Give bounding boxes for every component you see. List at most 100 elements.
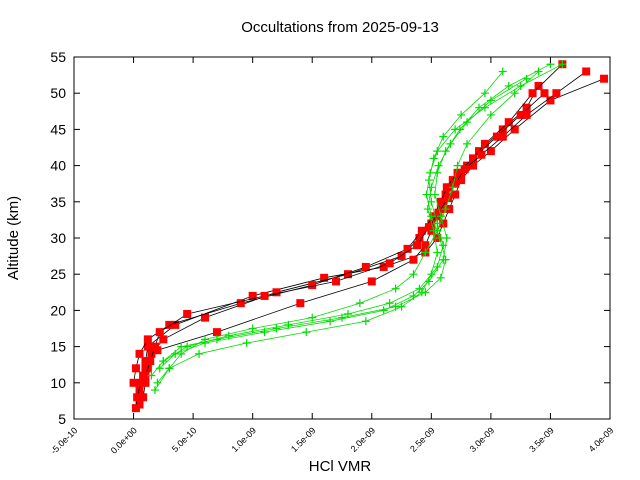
data-point [155, 364, 164, 373]
data-point [150, 386, 159, 395]
data-point [355, 299, 364, 308]
data-point [248, 291, 257, 300]
series-line [151, 71, 504, 376]
data-point [504, 118, 513, 127]
data-point [302, 328, 311, 337]
data-point [444, 194, 453, 203]
data-point [260, 291, 269, 300]
data-point [522, 74, 531, 83]
data-point [143, 342, 152, 351]
data-point [165, 320, 174, 329]
data-point [212, 335, 221, 344]
data-point [159, 335, 168, 344]
data-point [546, 96, 555, 105]
y-tick-label: 45 [50, 121, 66, 137]
data-point [236, 299, 245, 308]
data-point [136, 378, 145, 387]
data-point [212, 328, 221, 337]
data-point [141, 371, 150, 380]
data-point [421, 248, 430, 257]
data-point [201, 338, 210, 347]
data-point [460, 165, 469, 174]
x-tick-label: 5.0e-10 [170, 425, 199, 454]
chart-title: Occultations from 2025-09-13 [241, 19, 439, 36]
data-point [582, 67, 591, 76]
data-point [436, 212, 445, 221]
data-point [469, 154, 478, 163]
data-point [417, 226, 426, 235]
data-point [308, 281, 317, 290]
data-point [385, 259, 394, 268]
data-point [453, 168, 462, 177]
data-point [361, 262, 370, 271]
data-point [326, 317, 335, 326]
series-1 [135, 74, 609, 409]
data-point [433, 219, 442, 228]
data-point [409, 291, 418, 300]
data-point [430, 190, 439, 199]
data-point [131, 364, 140, 373]
data-point [528, 89, 537, 98]
data-point [379, 262, 388, 271]
data-point [480, 139, 489, 148]
data-point [534, 81, 543, 90]
data-point [427, 183, 436, 192]
y-tick-label: 25 [50, 266, 66, 282]
y-tick-label: 10 [50, 375, 66, 391]
y-tick-label: 40 [50, 158, 66, 174]
data-point [453, 161, 462, 170]
y-tick-label: 55 [50, 49, 66, 65]
x-tick-label: 2.5e-09 [408, 425, 437, 454]
data-point [433, 168, 442, 177]
x-tick-label: 1.0e-09 [229, 425, 258, 454]
data-point [367, 277, 376, 286]
data-point [171, 320, 180, 329]
data-point [442, 183, 451, 192]
series-4 [129, 89, 549, 387]
data-point [141, 357, 150, 366]
data-point [504, 81, 513, 90]
plot-series [129, 60, 609, 413]
x-tick-label: 0.0e+00 [109, 425, 139, 455]
data-point [242, 338, 251, 347]
data-point [516, 81, 525, 90]
data-point [486, 147, 495, 156]
data-point [451, 125, 460, 134]
data-point [332, 277, 341, 286]
data-point [498, 125, 507, 134]
data-point [442, 234, 451, 242]
data-point [498, 67, 507, 76]
y-tick-label: 35 [50, 194, 66, 210]
data-point [486, 110, 495, 119]
data-point [343, 270, 352, 279]
data-point [457, 176, 466, 185]
x-tick-label: 2.0e-09 [349, 425, 378, 454]
x-tick-label: 3.5e-09 [527, 425, 556, 454]
data-point [439, 132, 448, 141]
data-point [165, 364, 174, 373]
data-point [435, 234, 444, 242]
data-point [441, 147, 450, 156]
data-point [421, 288, 430, 297]
series-line [157, 71, 539, 384]
data-point [448, 183, 457, 192]
data-point [436, 197, 445, 206]
data-point [195, 349, 204, 358]
series-line [142, 63, 563, 398]
data-point [177, 342, 186, 351]
data-point [433, 262, 442, 271]
x-tick-label: 3.0e-09 [468, 425, 497, 454]
data-point [135, 386, 144, 395]
data-point [391, 284, 400, 293]
data-point [436, 273, 445, 282]
data-point [147, 371, 156, 380]
y-tick-label: 20 [50, 302, 66, 318]
data-point [522, 110, 531, 119]
data-point [441, 205, 450, 214]
data-point [434, 161, 443, 170]
x-tick-label: -5.0e-10 [49, 425, 80, 456]
data-point [540, 89, 549, 98]
data-point [558, 60, 567, 69]
data-point [552, 89, 561, 98]
